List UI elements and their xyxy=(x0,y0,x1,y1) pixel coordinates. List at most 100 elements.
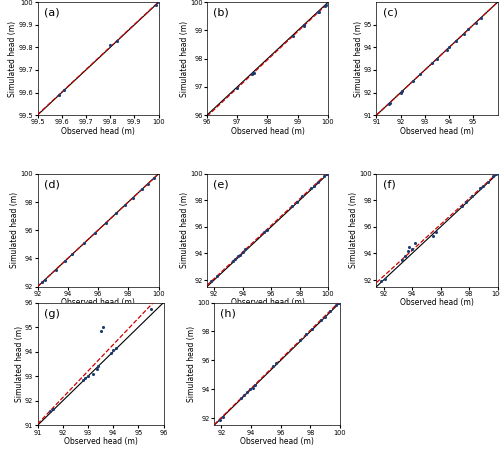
Y-axis label: Simulated head (m): Simulated head (m) xyxy=(354,20,362,97)
Point xyxy=(52,266,60,273)
Point xyxy=(398,257,406,264)
Text: (b): (b) xyxy=(213,8,229,18)
Point xyxy=(38,279,46,286)
Point xyxy=(300,21,308,29)
Point xyxy=(381,275,389,282)
X-axis label: Observed head (m): Observed head (m) xyxy=(64,437,138,446)
Point xyxy=(476,15,484,22)
Point xyxy=(401,253,409,260)
Text: (e): (e) xyxy=(213,179,228,189)
Point xyxy=(384,100,392,107)
Text: (c): (c) xyxy=(382,8,398,18)
Point xyxy=(386,99,394,106)
Point xyxy=(472,19,480,26)
Point xyxy=(270,363,278,370)
Text: (f): (f) xyxy=(382,179,395,189)
Y-axis label: Simulated head (m): Simulated head (m) xyxy=(180,20,189,97)
Point xyxy=(298,193,306,200)
Point xyxy=(321,2,329,9)
Point xyxy=(334,299,342,306)
Point xyxy=(248,71,256,78)
Point xyxy=(411,239,419,247)
Point xyxy=(216,416,224,423)
Text: (g): (g) xyxy=(44,308,60,318)
Point xyxy=(484,178,492,185)
Point xyxy=(106,41,114,49)
Point xyxy=(492,170,500,177)
X-axis label: Observed head (m): Observed head (m) xyxy=(240,437,314,446)
X-axis label: Observed head (m): Observed head (m) xyxy=(230,298,304,307)
Point xyxy=(314,178,322,185)
Point xyxy=(321,313,329,321)
Y-axis label: Simulated head (m): Simulated head (m) xyxy=(10,192,20,268)
Point xyxy=(489,173,497,180)
Point xyxy=(56,91,64,98)
Point xyxy=(102,219,110,227)
Y-axis label: Simulated head (m): Simulated head (m) xyxy=(8,20,18,97)
Point xyxy=(41,276,49,283)
Point xyxy=(462,198,470,205)
Point xyxy=(129,194,137,202)
Point xyxy=(252,381,260,389)
Point xyxy=(452,37,460,44)
Point xyxy=(138,186,146,193)
Point xyxy=(236,251,244,258)
Point xyxy=(60,258,68,265)
X-axis label: Observed head (m): Observed head (m) xyxy=(400,298,474,307)
Point xyxy=(242,389,250,396)
Point xyxy=(233,84,241,91)
Point xyxy=(250,69,258,76)
Point xyxy=(240,391,248,399)
Point xyxy=(272,359,280,367)
Point xyxy=(302,331,310,338)
Point xyxy=(112,210,120,217)
Point xyxy=(307,185,315,192)
Point xyxy=(92,365,100,373)
Point xyxy=(289,32,297,39)
Point xyxy=(310,182,318,189)
Point xyxy=(80,239,88,247)
Point xyxy=(260,228,268,236)
Point xyxy=(228,258,236,265)
Point xyxy=(288,202,296,209)
Point xyxy=(326,308,334,315)
Point xyxy=(308,325,316,332)
Point xyxy=(89,370,97,378)
Point xyxy=(442,46,450,53)
Point xyxy=(428,60,436,67)
Point xyxy=(109,347,117,354)
Point xyxy=(112,344,120,352)
Point xyxy=(106,349,114,357)
Point xyxy=(409,78,417,85)
X-axis label: Observed head (m): Observed head (m) xyxy=(61,298,135,307)
Point xyxy=(296,337,304,344)
Point xyxy=(460,30,468,37)
Point xyxy=(430,233,438,240)
Y-axis label: Simulated head (m): Simulated head (m) xyxy=(180,192,189,268)
Text: (d): (d) xyxy=(44,179,60,189)
Text: (a): (a) xyxy=(44,8,59,18)
Point xyxy=(249,70,257,77)
Point xyxy=(79,376,87,384)
Point xyxy=(416,71,424,78)
Point xyxy=(480,182,488,189)
Point xyxy=(154,0,162,6)
Point xyxy=(60,86,68,94)
Y-axis label: Simulated head (m): Simulated head (m) xyxy=(350,192,358,268)
Point xyxy=(144,180,152,187)
Point xyxy=(236,394,244,402)
Point xyxy=(122,201,130,208)
Point xyxy=(68,251,76,258)
Point xyxy=(263,226,271,233)
Y-axis label: Simulated head (m): Simulated head (m) xyxy=(14,326,24,402)
Point xyxy=(445,44,453,51)
Point xyxy=(46,407,54,415)
Point xyxy=(314,9,322,16)
Point xyxy=(292,198,300,205)
Point xyxy=(433,55,441,62)
Point xyxy=(94,363,102,370)
Point xyxy=(242,246,250,253)
Y-axis label: Simulated head (m): Simulated head (m) xyxy=(187,326,196,402)
Point xyxy=(408,246,416,253)
X-axis label: Observed head (m): Observed head (m) xyxy=(61,126,135,136)
